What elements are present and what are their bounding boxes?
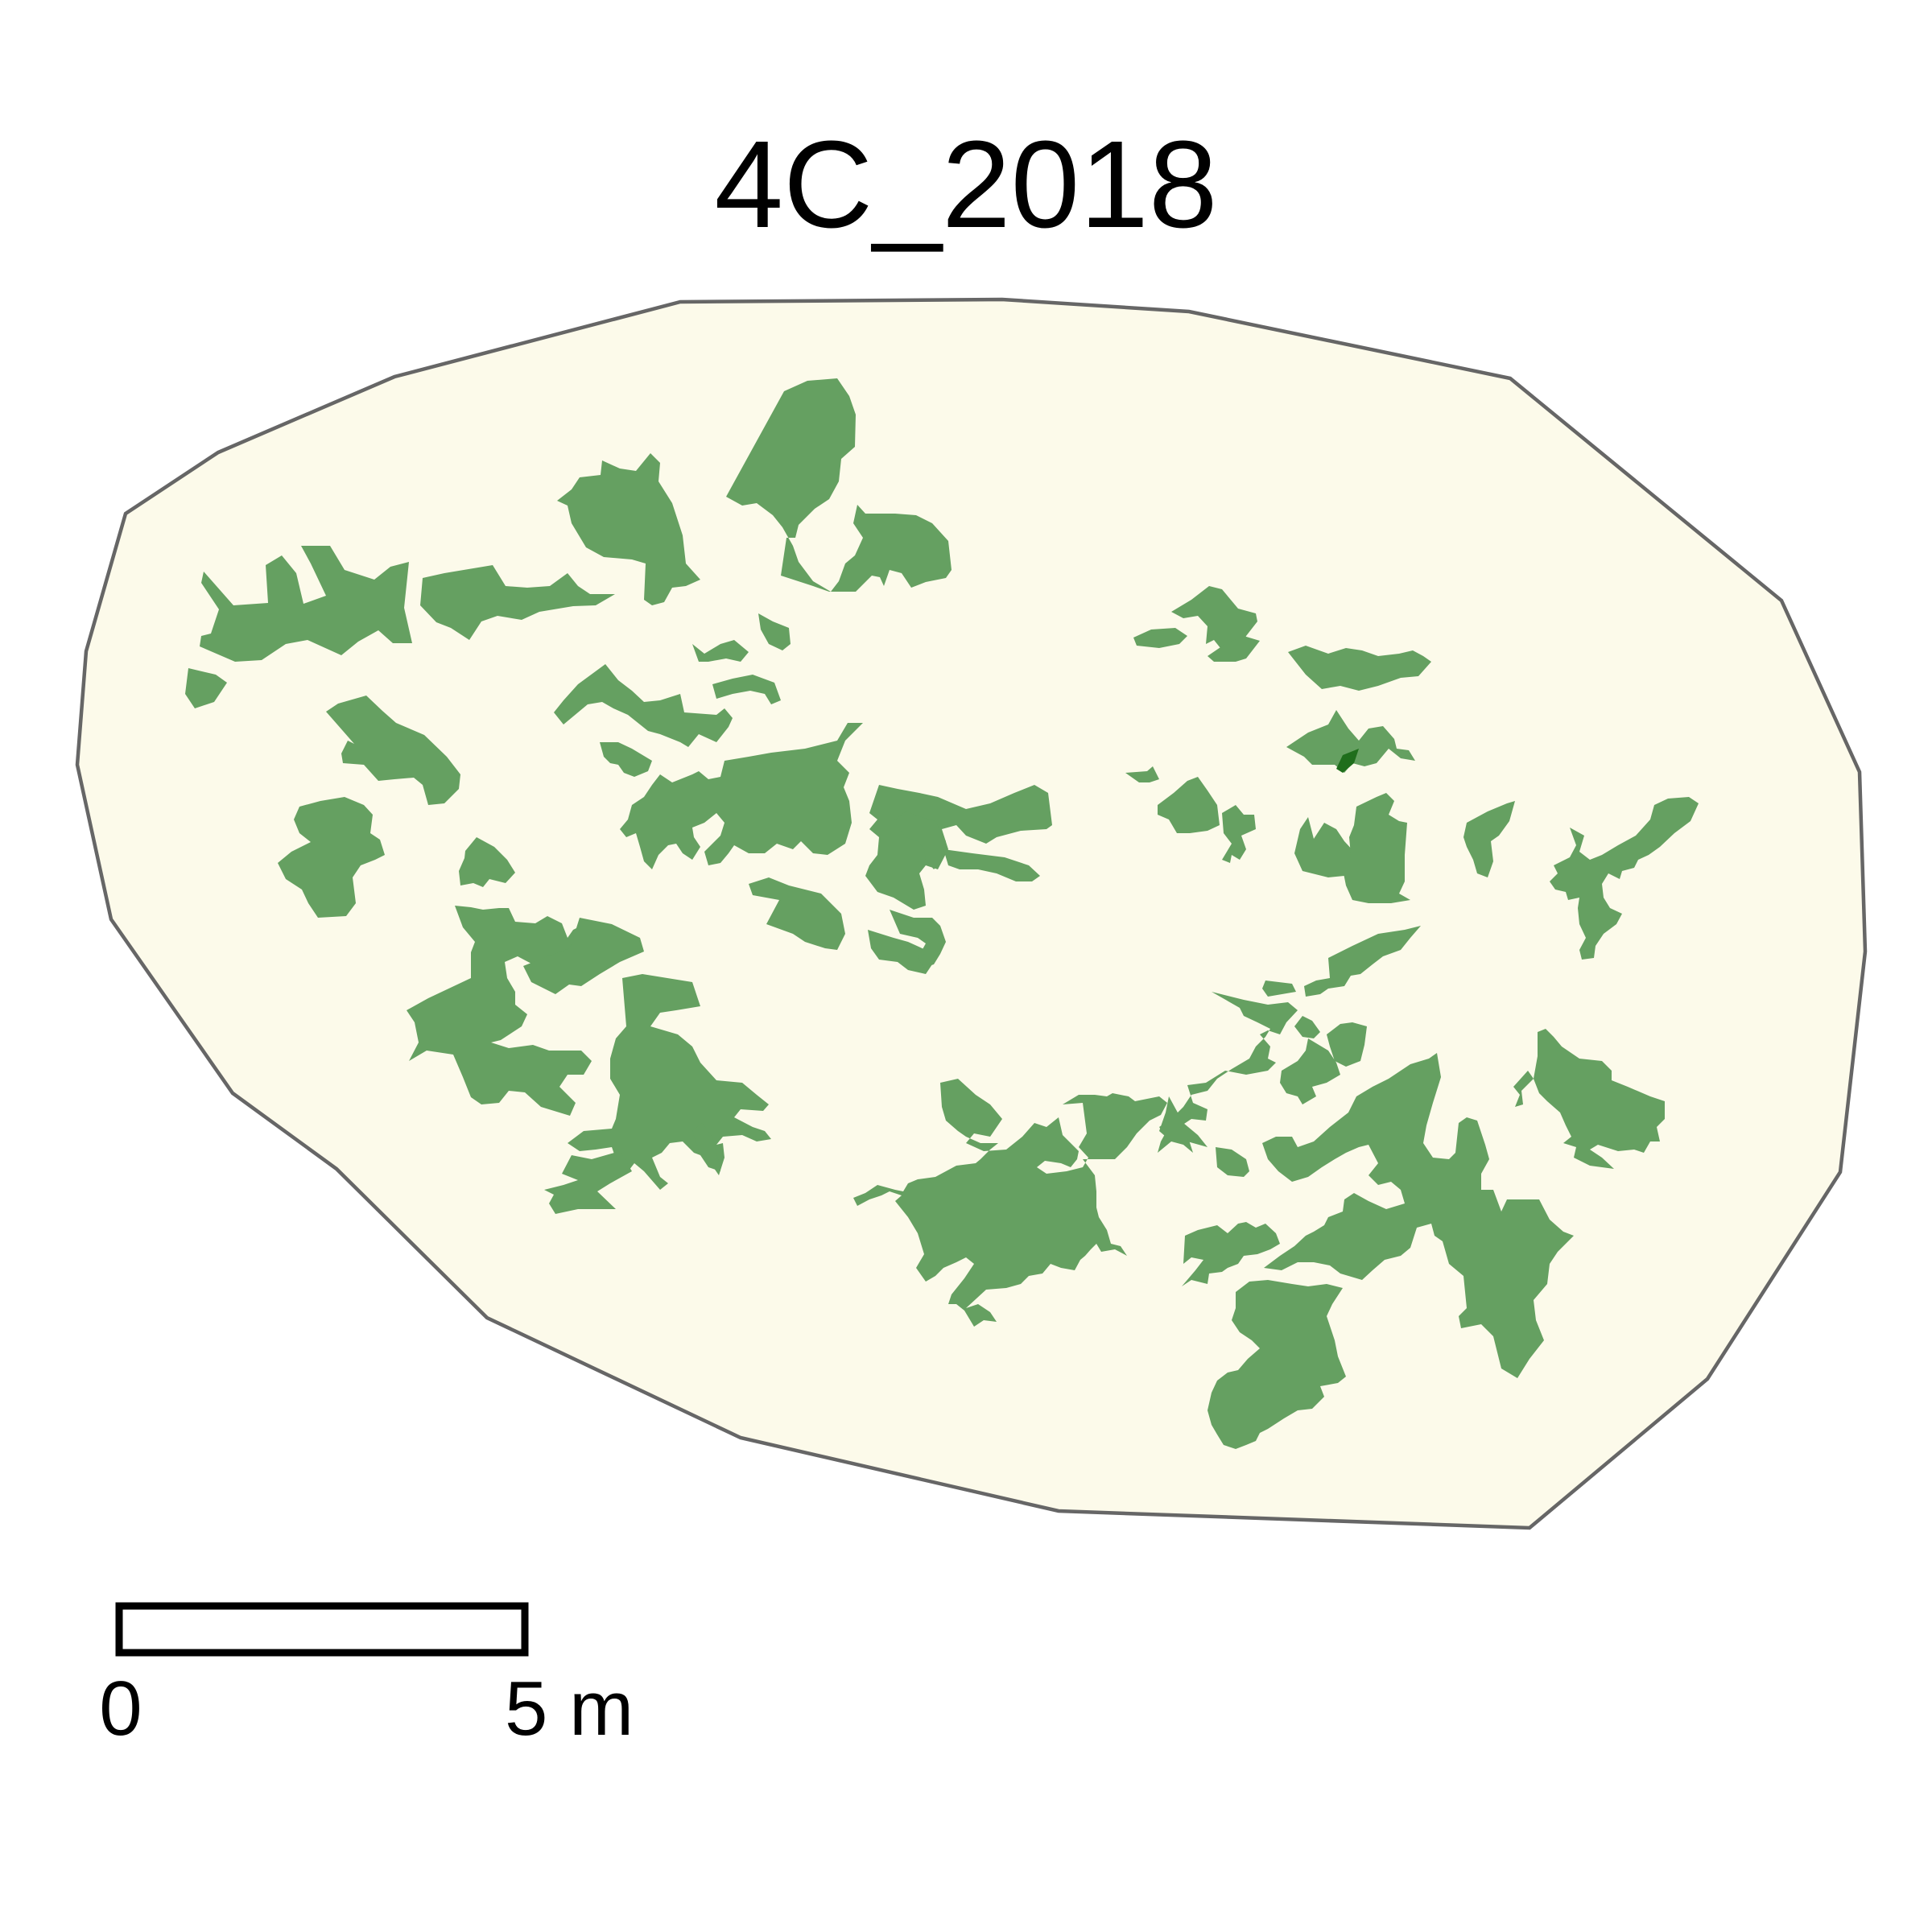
canopy-patch — [943, 849, 1040, 881]
canopy-patch — [1171, 586, 1257, 654]
canopy-patch — [407, 906, 636, 1116]
canopy-patch — [1159, 1096, 1208, 1147]
canopy-patch — [185, 668, 227, 708]
canopy-patch — [890, 910, 946, 968]
canopy-patch — [557, 453, 700, 605]
canopy-patch — [1288, 646, 1431, 691]
canopy-patch — [1286, 710, 1415, 773]
canopy-patch — [1208, 636, 1260, 662]
canopy-patch — [554, 664, 733, 747]
canopy-patch — [1513, 1071, 1534, 1107]
canopy-patch — [1304, 926, 1421, 997]
canopy-patch — [1158, 777, 1220, 833]
canopy-patch — [853, 1079, 1167, 1327]
canopy-patch — [620, 723, 863, 869]
canopy-patch — [1208, 1280, 1346, 1449]
canopy-patch — [1222, 805, 1256, 863]
canopy-patch — [1343, 793, 1410, 903]
canopy-patch — [1216, 1147, 1249, 1177]
canopy-patch — [568, 974, 771, 1190]
canopy-patch — [523, 918, 644, 994]
canopy-patch — [1182, 1222, 1280, 1286]
canopy-patch — [1534, 1029, 1665, 1169]
scale-bar-box — [115, 1602, 529, 1657]
canopy-patch — [749, 877, 845, 950]
scale-bar-end-label: 5 m — [505, 1666, 634, 1752]
canopy-patch — [278, 797, 385, 918]
canopy-patch — [1550, 797, 1699, 960]
canopy-patch — [420, 565, 615, 640]
canopy-patch — [1125, 766, 1159, 782]
canopy-patch — [1280, 1038, 1340, 1104]
canopy-patch — [712, 675, 781, 704]
canopy-patch — [1262, 1053, 1574, 1378]
canopy-patch — [868, 930, 934, 974]
map-title: 4C_2018 — [714, 115, 1217, 254]
canopy-patch — [600, 742, 652, 777]
scale-bar: 0 5 m — [99, 1602, 634, 1752]
canopy-patch — [726, 378, 952, 592]
canopy-overlap-patch — [1336, 749, 1359, 773]
canopy-patch — [692, 640, 749, 662]
canopy-patch — [1463, 801, 1515, 877]
scale-bar-start-label: 0 — [99, 1666, 142, 1752]
canopy-patch — [1294, 817, 1354, 877]
canopy-patch — [1327, 1022, 1367, 1067]
canopy-patch — [544, 1151, 632, 1214]
canopy-patch — [200, 546, 412, 662]
canopy-patch — [1262, 980, 1296, 997]
canopy-patch — [1133, 628, 1187, 648]
canopy-patch — [894, 811, 946, 869]
canopy-patch — [758, 613, 791, 650]
canopy-patch — [1294, 1016, 1320, 1038]
canopy-patch — [326, 696, 460, 805]
canopy-patch — [459, 837, 515, 887]
canopy-patch — [692, 1123, 720, 1171]
tree-canopy-layer — [185, 378, 1699, 1449]
